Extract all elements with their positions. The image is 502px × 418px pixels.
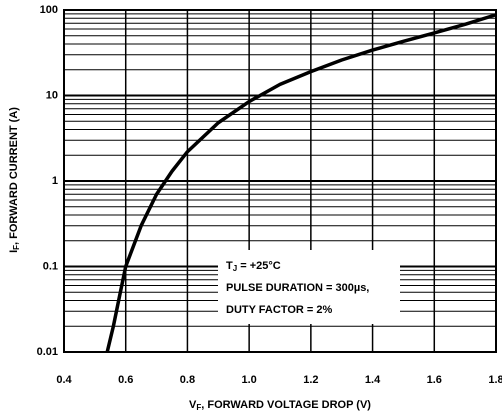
y-tick-label: 100 <box>40 4 58 16</box>
annotation-line: DUTY FACTOR = 2% <box>226 304 332 316</box>
x-tick-label: 0.8 <box>180 374 195 386</box>
y-tick-label: 0.1 <box>43 260 58 272</box>
x-label-symbol: V <box>189 399 197 411</box>
annotation-box <box>218 250 400 324</box>
annotation-subscript: J <box>233 264 237 273</box>
y-label-text: , FORWARD CURRENT (A) <box>8 107 20 245</box>
y-label-subscript: F <box>12 245 21 250</box>
x-label-text: , FORWARD VOLTAGE DROP (V) <box>201 399 371 411</box>
annotation-line: PULSE DURATION = 300µs, <box>226 282 369 294</box>
annotation-text: = +25°C <box>237 260 281 272</box>
y-axis-label: IF, FORWARD CURRENT (A) <box>8 107 21 253</box>
annotation-line: TJ = +25°C <box>226 260 281 273</box>
y-tick-label: 10 <box>46 89 58 101</box>
x-tick-label: 1.2 <box>303 374 318 386</box>
x-tick-label: 0.6 <box>118 374 133 386</box>
plot-frame <box>63 9 497 353</box>
x-tick-label: 1.6 <box>427 374 442 386</box>
y-label-symbol: I <box>8 250 20 253</box>
curve <box>105 13 497 353</box>
annotation-symbol: T <box>226 260 233 272</box>
x-label-subscript: F <box>196 403 201 412</box>
y-tick-label: 0.01 <box>37 346 58 358</box>
y-tick-label: 1 <box>52 175 58 187</box>
x-tick-label: 1.8 <box>488 374 502 386</box>
x-tick-label: 1.4 <box>365 374 381 386</box>
x-axis-label: VF, FORWARD VOLTAGE DROP (V) <box>189 399 371 412</box>
x-tick-label: 0.4 <box>56 374 72 386</box>
x-tick-label: 1.0 <box>241 374 256 386</box>
